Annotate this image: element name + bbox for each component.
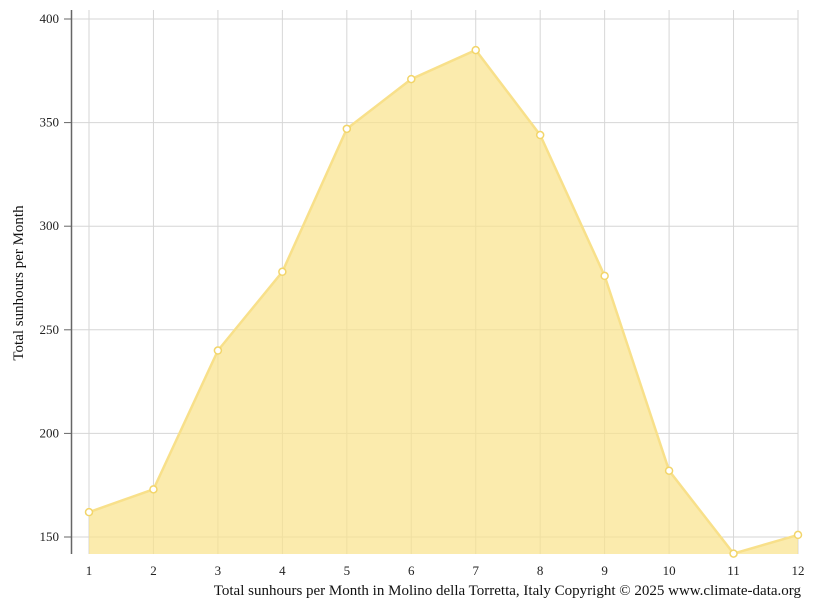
- x-tick-label-4: 4: [279, 563, 286, 578]
- x-tick-label-5: 5: [344, 563, 351, 578]
- data-point-6: [407, 74, 416, 84]
- y-tick-label-300: 300: [40, 218, 60, 233]
- x-tick-label-9: 9: [601, 563, 608, 578]
- axes: [64, 10, 73, 554]
- x-tick-label-11: 11: [727, 563, 740, 578]
- x-tick-label-6: 6: [408, 563, 415, 578]
- x-tick-label-7: 7: [472, 563, 479, 578]
- y-axis-title: Total sunhours per Month: [11, 205, 27, 361]
- data-point-1: [84, 507, 94, 517]
- x-tick-labels: 1 2 3 4 5 6 7 8 9 10 11 12: [86, 563, 805, 578]
- y-tick-label-250: 250: [40, 322, 60, 337]
- data-point-10: [664, 466, 674, 475]
- line-series-sunhours: [88, 48, 799, 556]
- data-point-4: [278, 267, 287, 277]
- y-tick-labels: 150 200 250 300 350 400: [40, 11, 60, 544]
- data-point-9: [600, 271, 609, 281]
- x-tick-label-10: 10: [663, 563, 676, 578]
- data-point-11: [729, 549, 738, 558]
- data-point-7: [471, 45, 480, 55]
- data-point-2: [149, 485, 158, 494]
- x-tick-label-12: 12: [792, 563, 805, 578]
- y-tick-label-200: 200: [40, 425, 60, 440]
- data-point-8: [535, 130, 545, 140]
- x-tick-label-2: 2: [150, 563, 157, 578]
- y-tick-label-150: 150: [40, 529, 60, 544]
- data-point-5: [342, 124, 352, 134]
- area-series-sunhours: [89, 50, 798, 554]
- x-tick-label-3: 3: [215, 563, 222, 578]
- data-point-3: [213, 346, 223, 355]
- y-tick-label-400: 400: [40, 11, 60, 26]
- x-tick-label-1: 1: [86, 563, 93, 578]
- data-point-12: [793, 530, 803, 540]
- y-tick-label-350: 350: [40, 115, 60, 130]
- chart-caption: Total sunhours per Month in Molino della…: [213, 583, 801, 599]
- x-tick-label-8: 8: [537, 563, 544, 578]
- data-points: [84, 45, 803, 558]
